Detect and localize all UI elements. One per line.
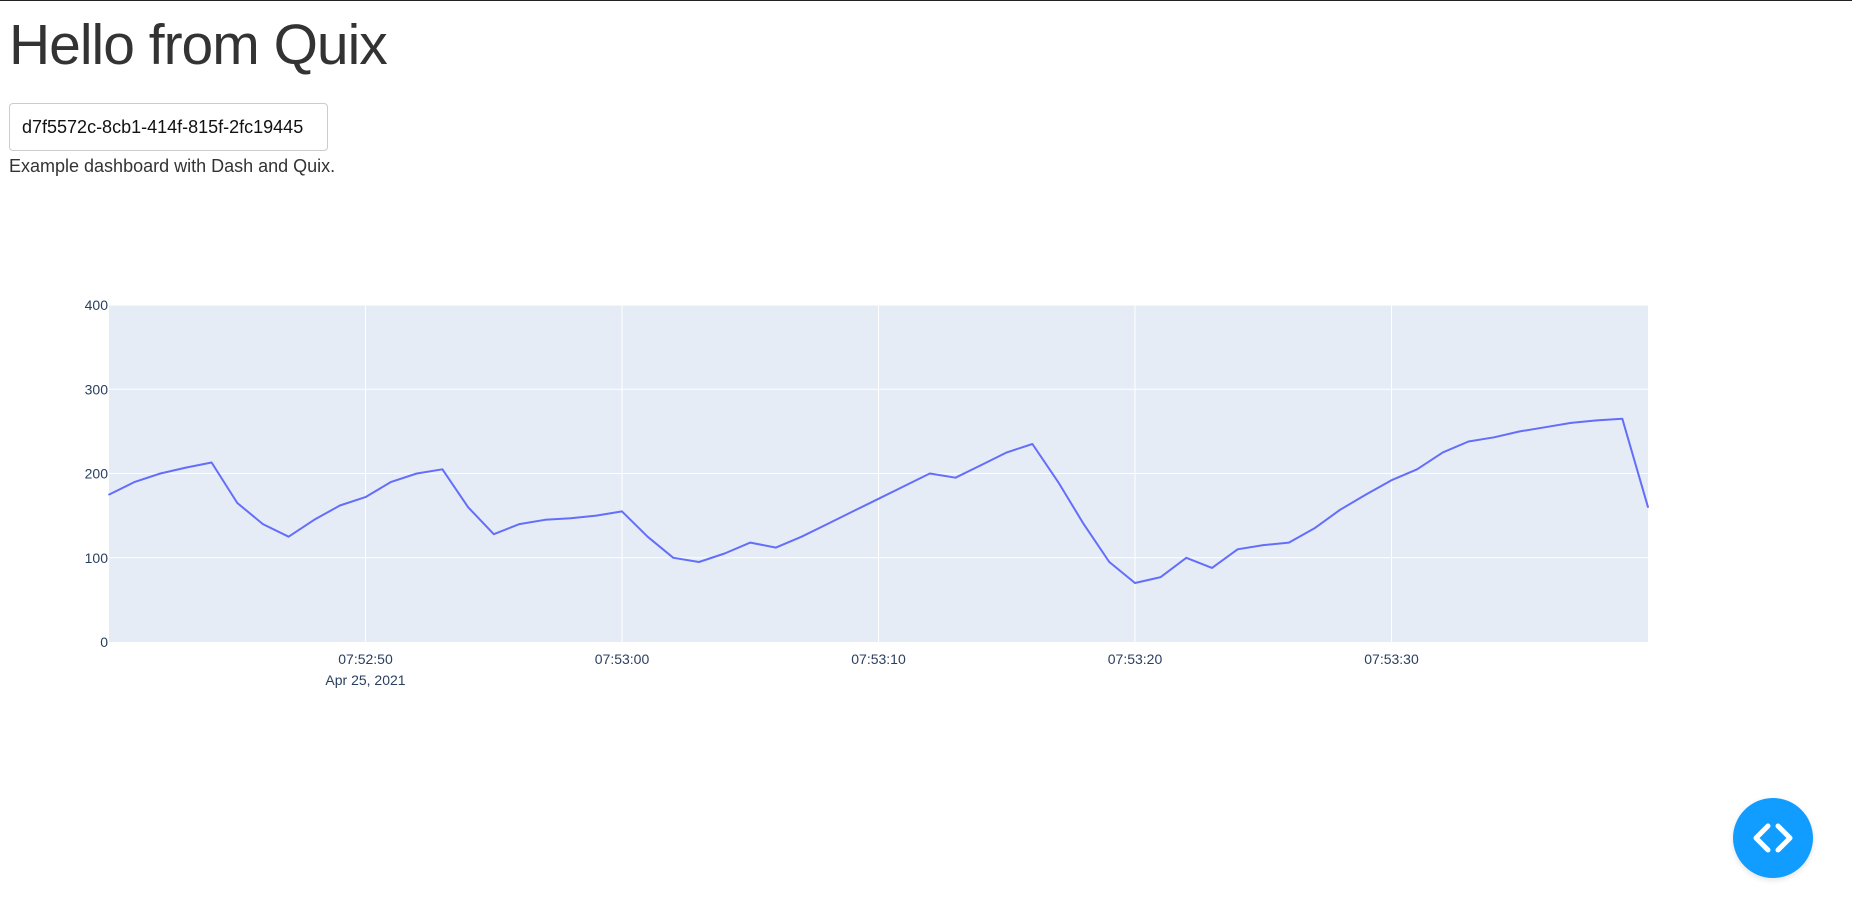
x-tick-label: 07:53:10 bbox=[851, 651, 906, 667]
data-point bbox=[287, 535, 290, 538]
data-point bbox=[1005, 451, 1008, 454]
data-point bbox=[1185, 556, 1188, 559]
line-chart[interactable]: 0 100 200 300 400 07:52:50 07:53:00 07:53:10 07:… bbox=[0, 290, 1852, 690]
x-tick-label: 07:53:00 bbox=[595, 651, 650, 667]
data-point bbox=[1082, 523, 1085, 525]
data-point bbox=[929, 472, 931, 475]
data-point bbox=[518, 523, 521, 525]
data-point bbox=[749, 541, 752, 544]
data-point bbox=[441, 468, 444, 471]
data-point bbox=[1134, 582, 1136, 584]
data-point bbox=[595, 514, 598, 517]
data-point bbox=[1493, 436, 1495, 439]
data-point bbox=[1518, 430, 1521, 433]
data-point bbox=[1570, 422, 1572, 424]
data-point bbox=[364, 496, 367, 498]
data-point bbox=[1442, 451, 1444, 454]
y-tick-label: 0 bbox=[100, 634, 108, 650]
data-point bbox=[1313, 527, 1316, 530]
data-point bbox=[1467, 440, 1470, 443]
series-layer bbox=[108, 417, 1649, 584]
data-point bbox=[1236, 548, 1239, 551]
data-point bbox=[1262, 544, 1265, 546]
data-point bbox=[1647, 506, 1649, 508]
x-tick-label: 07:53:20 bbox=[1108, 651, 1163, 667]
data-point bbox=[185, 466, 187, 469]
data-point bbox=[621, 510, 623, 513]
data-point bbox=[954, 476, 957, 479]
data-point bbox=[1159, 576, 1162, 578]
data-point bbox=[1416, 468, 1418, 471]
data-point bbox=[133, 481, 136, 483]
dev-tools-button[interactable] bbox=[1733, 798, 1813, 878]
stream-id-input[interactable] bbox=[9, 103, 328, 151]
y-tick-label: 400 bbox=[85, 297, 109, 313]
data-point bbox=[1621, 417, 1624, 420]
data-point bbox=[1595, 419, 1598, 422]
code-brackets-icon bbox=[1753, 823, 1793, 853]
axis-labels: 0 100 200 300 400 07:52:50 07:53:00 07:53:10 07:… bbox=[85, 297, 1419, 688]
data-point bbox=[800, 535, 803, 538]
data-point bbox=[877, 497, 880, 500]
chart-svg: 0 100 200 300 400 07:52:50 07:53:00 07:53:10 07:… bbox=[85, 297, 1649, 688]
data-point bbox=[1211, 567, 1213, 569]
page-title: Hello from Quix bbox=[9, 13, 388, 77]
data-point bbox=[544, 519, 546, 521]
data-point bbox=[1288, 541, 1290, 544]
page-description: Example dashboard with Dash and Quix. bbox=[9, 156, 336, 176]
y-tick-label: 300 bbox=[85, 381, 109, 397]
x-tick-label: 07:52:50 bbox=[338, 651, 393, 667]
data-point bbox=[852, 510, 854, 513]
data-point bbox=[775, 546, 777, 549]
data-point bbox=[467, 506, 469, 508]
grid-lines bbox=[109, 304, 1648, 642]
data-point bbox=[1544, 426, 1547, 428]
data-point bbox=[569, 517, 572, 519]
data-point bbox=[980, 464, 982, 466]
data-point bbox=[698, 561, 700, 563]
data-point bbox=[723, 552, 726, 555]
x-tick-label: 07:53:30 bbox=[1364, 651, 1419, 667]
data-point bbox=[236, 502, 239, 504]
data-point bbox=[1031, 443, 1034, 445]
data-point bbox=[262, 523, 264, 525]
data-point bbox=[210, 461, 213, 464]
data-point bbox=[390, 481, 392, 483]
data-point bbox=[416, 472, 418, 475]
data-point bbox=[159, 472, 162, 475]
data-point bbox=[826, 523, 828, 525]
data-point bbox=[108, 493, 110, 496]
data-point bbox=[1365, 493, 1367, 496]
data-point bbox=[646, 535, 649, 538]
data-point bbox=[313, 519, 316, 521]
data-point bbox=[339, 504, 341, 507]
data-point bbox=[492, 533, 495, 535]
x-date-label: Apr 25, 2021 bbox=[325, 672, 405, 688]
top-border bbox=[0, 0, 1852, 1]
data-point bbox=[1339, 508, 1341, 511]
data-point bbox=[672, 556, 675, 559]
data-point bbox=[1108, 561, 1111, 563]
y-tick-label: 100 bbox=[85, 550, 109, 566]
data-point bbox=[903, 485, 905, 487]
data-point bbox=[1390, 479, 1393, 482]
data-point bbox=[1057, 481, 1059, 483]
y-tick-label: 200 bbox=[85, 466, 109, 482]
